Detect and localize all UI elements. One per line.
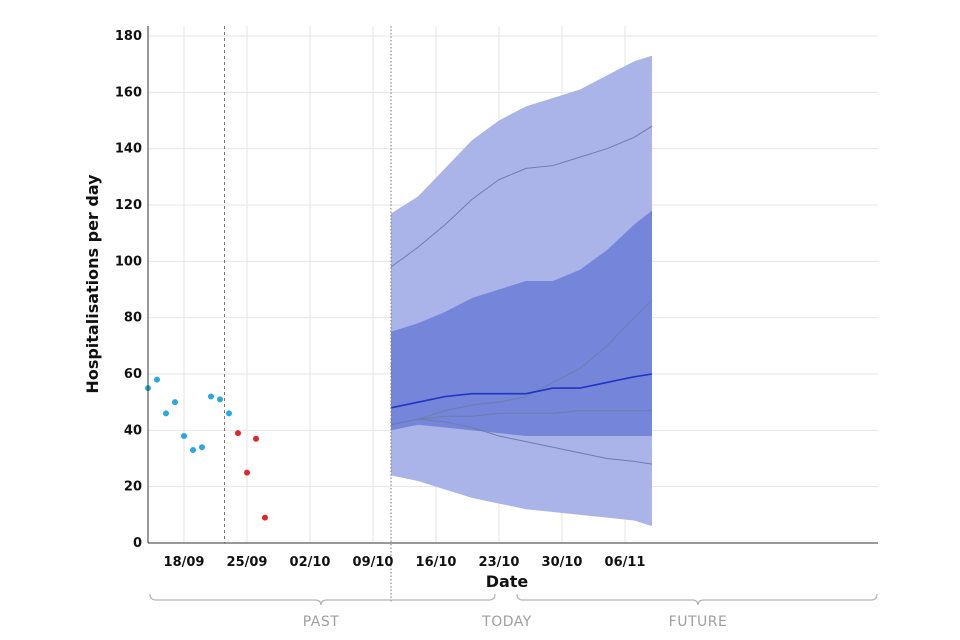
observed-point-red [262,514,268,521]
dividers [224,26,392,603]
forecast-path-line [390,410,652,426]
y-tick-label: 40 [124,423,142,438]
observed-point-red [235,430,241,437]
observed-point-blue [217,396,223,403]
future-brace [516,593,878,606]
x-tick-label: 02/10 [290,555,331,570]
x-tick-label: 25/09 [227,555,268,570]
y-tick-label: 180 [115,29,142,44]
y-tick-label: 80 [124,311,142,326]
observed-point-blue [226,410,232,417]
y-tick-label: 160 [115,85,142,100]
y-tick-label: 60 [124,367,142,382]
past-brace [149,593,496,606]
observed-point-red [253,435,259,442]
y-axis-title: Hospitalisations per day [83,174,102,394]
today-label: TODAY [481,614,532,630]
axes [147,26,878,544]
y-tick-label: 120 [115,198,142,213]
y-tick-label: 140 [115,142,142,157]
forecast-path-line [390,300,653,426]
observed-point-blue [172,399,178,406]
inner-interval-band [391,210,652,436]
forecast-path-line [390,418,653,465]
observed-point-blue [199,444,205,451]
future-label: FUTURE [669,614,728,630]
observed-point-blue [154,376,160,383]
past-label: PAST [303,614,340,630]
observed-points [145,376,268,521]
observed-point-blue [208,393,214,400]
forecast-paths [390,125,653,465]
tick-labels: 0 20 40 60 80 100 120 140 160 180 18/09 25/09 02/10 0… [115,29,646,570]
median-forecast-line [390,373,653,409]
x-tick-label: 18/09 [164,555,205,570]
x-tick-label: 23/10 [479,555,520,570]
y-tick-label: 0 [133,536,142,551]
y-tick-label: 100 [115,254,142,269]
x-tick-label: 06/11 [605,555,646,570]
y-tick-label: 20 [124,480,142,495]
x-tick-label: 09/10 [353,555,394,570]
x-tick-label: 30/10 [542,555,583,570]
x-axis-title: Date [486,572,529,591]
forecast-path-line [390,125,653,268]
observed-point-blue [190,447,196,454]
forecast-bands [391,55,652,527]
period-braces [149,593,878,606]
observed-point-red [244,469,250,476]
observed-point-blue [181,432,187,439]
observed-point-blue [163,410,169,417]
x-tick-label: 16/10 [416,555,457,570]
